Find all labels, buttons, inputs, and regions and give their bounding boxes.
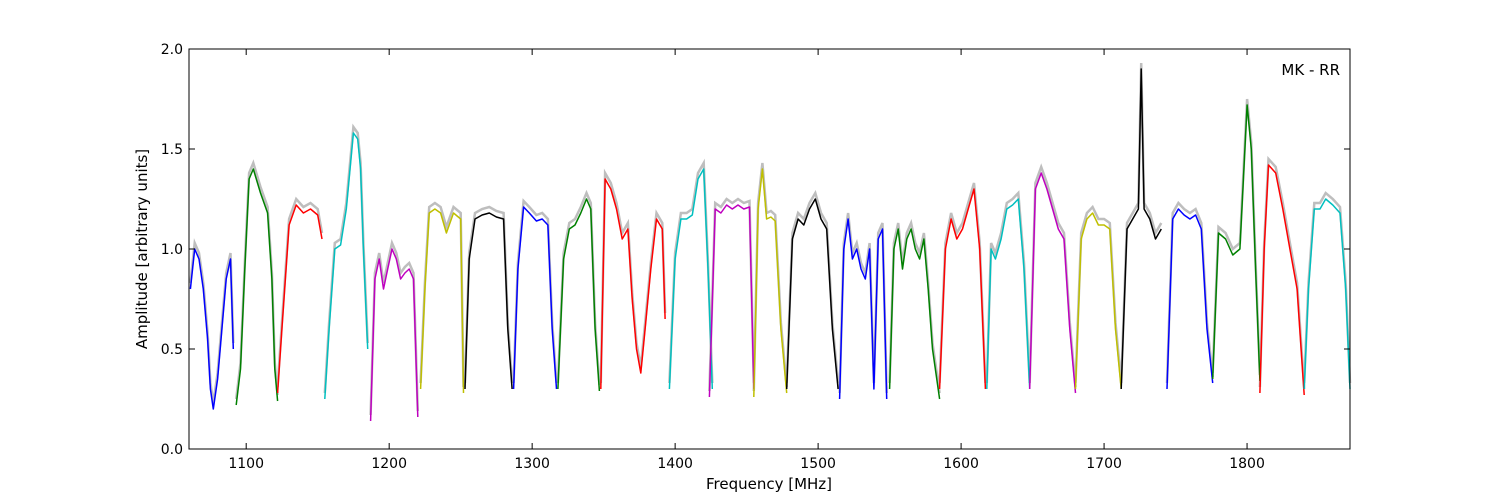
series-line-14	[785, 198, 839, 390]
background-trace-12	[708, 197, 756, 392]
x-axis-title: Frequency [MHz]	[706, 475, 832, 493]
series-line-18	[986, 198, 1031, 390]
y-tick-label: 2.0	[161, 42, 183, 58]
series-line-10	[600, 178, 666, 390]
series-line-7	[464, 212, 513, 390]
series-line-25	[1303, 198, 1351, 390]
background-trace-15	[838, 212, 888, 394]
panel-label: MK - RR	[1281, 61, 1340, 79]
x-tick-label: 1700	[1086, 456, 1122, 472]
series-line-1	[189, 248, 235, 410]
y-ticks: 0.0 0.5 1.0 1.5 2.0	[161, 42, 1350, 458]
y-axis-title: Amplitude [arbitrary units]	[133, 149, 151, 349]
series-line-9	[557, 198, 601, 392]
series-line-15	[838, 218, 888, 400]
x-tick-label: 1100	[228, 456, 264, 472]
series-line-5	[369, 248, 419, 422]
x-ticks: 1100 1200 1300 1400 1500 1600 1700 1800	[228, 49, 1265, 472]
x-tick-label: 1800	[1229, 456, 1265, 472]
series-line-12	[708, 204, 755, 398]
series-layer	[189, 68, 1351, 422]
series-line-11	[668, 168, 714, 390]
series-line-13	[753, 168, 788, 398]
x-tick-label: 1600	[943, 456, 979, 472]
series-line-24	[1259, 164, 1305, 396]
background-trace-1	[189, 238, 235, 404]
y-tick-label: 0.5	[161, 342, 183, 358]
series-line-22	[1166, 208, 1214, 390]
series-line-19	[1028, 172, 1077, 394]
series-line-16	[888, 228, 941, 400]
plot-area	[189, 49, 1350, 449]
x-tick-label: 1400	[657, 456, 693, 472]
y-tick-label: 1.0	[161, 242, 183, 258]
series-line-20	[1074, 212, 1122, 390]
series-line-21	[1120, 68, 1162, 390]
series-line-17	[938, 188, 987, 390]
series-line-2	[235, 168, 279, 406]
series-line-8	[512, 206, 558, 390]
background-trace-5	[369, 238, 420, 416]
y-tick-label: 1.5	[161, 142, 183, 158]
series-line-6	[419, 208, 465, 394]
y-tick-label: 0.0	[161, 442, 183, 458]
x-tick-label: 1200	[371, 456, 407, 472]
x-tick-label: 1300	[514, 456, 550, 472]
series-line-3	[276, 204, 323, 394]
series-line-23	[1211, 104, 1261, 382]
background-trace-21	[1119, 62, 1163, 384]
x-tick-label: 1500	[800, 456, 836, 472]
series-line-4	[324, 132, 369, 400]
